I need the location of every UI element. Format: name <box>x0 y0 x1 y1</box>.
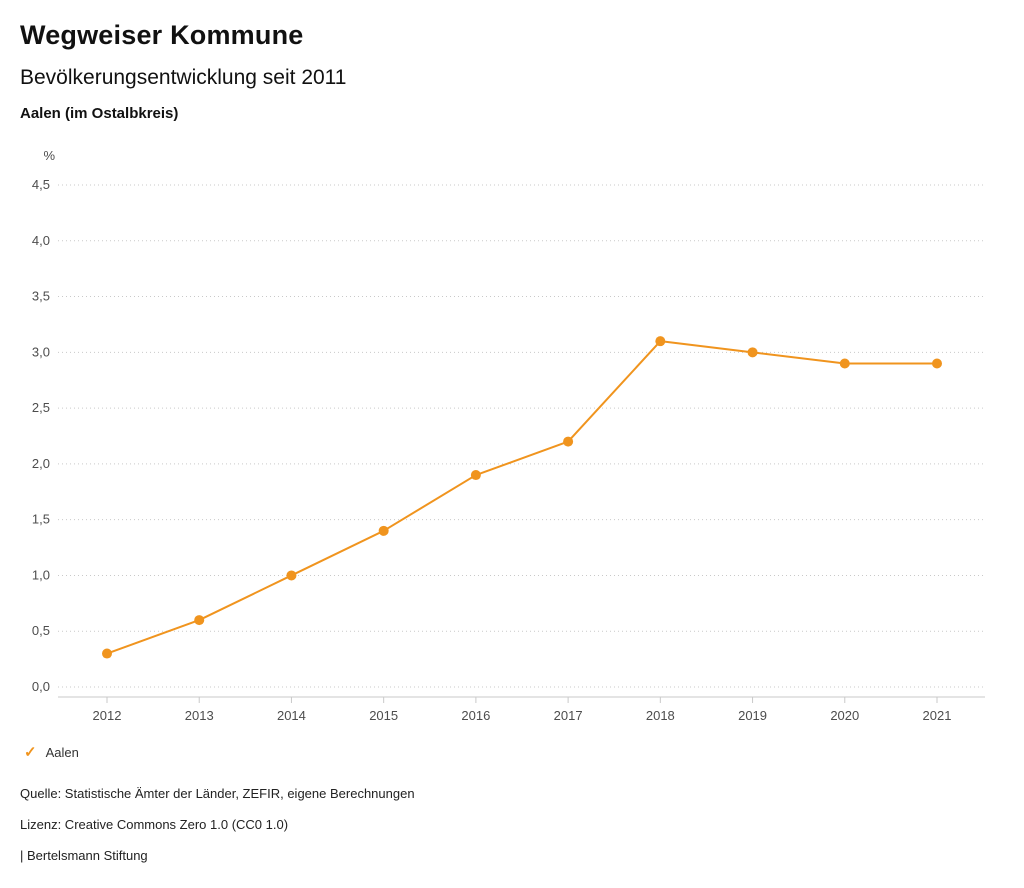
data-point[interactable] <box>470 470 481 481</box>
license-note: Lizenz: Creative Commons Zero 1.0 (CC0 1… <box>20 817 289 832</box>
y-axis-unit-label: % <box>43 148 55 163</box>
data-point[interactable] <box>194 615 205 626</box>
source-note: Quelle: Statistische Ämter der Länder, Z… <box>20 786 415 801</box>
x-tick-label: 2015 <box>369 708 398 723</box>
attribution-note: | Bertelsmann Stiftung <box>20 848 148 863</box>
y-tick-label: 4,5 <box>32 177 50 192</box>
y-tick-label: 2,0 <box>32 456 50 471</box>
y-tick-label: 1,0 <box>32 567 50 582</box>
y-tick-label: 3,5 <box>32 289 50 304</box>
data-point[interactable] <box>378 525 389 536</box>
region-label: Aalen (im Ostalbkreis) <box>20 105 179 122</box>
page-title: Wegweiser Kommune <box>20 20 304 50</box>
data-point[interactable] <box>286 570 297 581</box>
x-tick-label: 2020 <box>830 708 859 723</box>
legend-label: Aalen <box>45 745 79 760</box>
x-tick-label: 2016 <box>461 708 490 723</box>
y-tick-label: 4,0 <box>32 233 50 248</box>
data-point[interactable] <box>655 336 666 347</box>
x-tick-label: 2012 <box>93 708 122 723</box>
data-point[interactable] <box>102 648 112 659</box>
x-tick-label: 2019 <box>738 708 767 723</box>
data-point[interactable] <box>747 347 758 358</box>
y-tick-label: 3,0 <box>32 344 50 359</box>
legend-check-icon: ✓ <box>24 744 37 761</box>
line-chart-svg: % 0,0 0,5 1,0 1,5 2,0 2,5 3,0 3,5 4,0 4,5 2012 2013 2… <box>32 148 985 723</box>
population-line-chart: % 0,0 0,5 1,0 1,5 2,0 2,5 3,0 3,5 4,0 4,5 2012 2013 2… <box>0 140 1024 725</box>
data-point[interactable] <box>932 358 942 369</box>
x-tick-label: 2018 <box>646 708 675 723</box>
y-tick-label: 0,0 <box>32 679 50 694</box>
series-line <box>106 340 938 655</box>
y-tick-label: 1,5 <box>32 512 50 527</box>
data-point[interactable] <box>563 436 574 447</box>
x-tick-label: 2014 <box>277 708 306 723</box>
x-tick-label: 2021 <box>923 708 952 723</box>
chart-subtitle: Bevölkerungsentwicklung seit 2011 <box>20 66 347 89</box>
x-tick-label: 2013 <box>185 708 214 723</box>
y-tick-label: 2,5 <box>32 400 50 415</box>
legend-item-aalen[interactable]: ✓ Aalen <box>24 745 79 760</box>
x-tick-label: 2017 <box>554 708 583 723</box>
y-tick-label: 0,5 <box>32 623 50 638</box>
data-point[interactable] <box>839 358 850 369</box>
